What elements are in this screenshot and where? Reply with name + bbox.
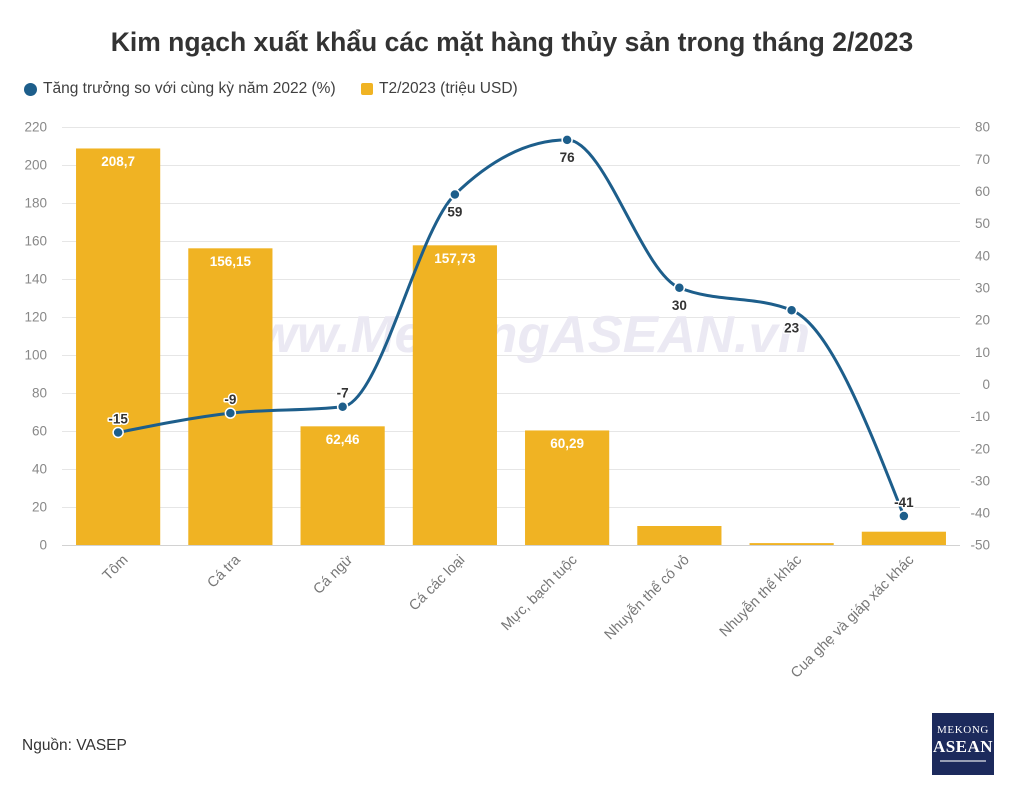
bar-data-label: 62,46 <box>326 432 360 447</box>
bar <box>749 543 834 545</box>
x-category-label: Nhuyễn thể khác <box>716 551 805 640</box>
bar-data-label: 156,15 <box>210 254 252 269</box>
bar-data-label: 60,29 <box>550 436 584 451</box>
legend-label-value: T2/2023 (triệu USD) <box>379 80 518 97</box>
legend-item-growth: Tăng trưởng so với cùng kỳ năm 2022 (%) <box>24 79 336 99</box>
y-left-tick-label: 80 <box>32 386 47 401</box>
line-data-label: 59 <box>447 205 462 220</box>
y-right-tick-label: 80 <box>975 120 990 135</box>
y-right-tick-label: 50 <box>975 216 990 231</box>
line-data-label: -41 <box>894 495 914 510</box>
y-left-tick-label: 160 <box>24 234 47 249</box>
y-axis-left: 0 20 40 60 80 100 120 140 160 180 200 220 <box>24 120 47 553</box>
bar <box>525 430 610 545</box>
x-category-label: Cá tra <box>205 551 245 591</box>
x-axis: Tôm Cá tra Cá ngừ Cá các loại Mực, bạch tuộc… <box>100 551 918 681</box>
line-point <box>112 426 124 439</box>
line-point <box>224 407 237 419</box>
y-left-tick-label: 220 <box>24 120 47 135</box>
bar <box>637 526 722 545</box>
line-data-labels: -15 -9 -7 59 76 30 23 -41 <box>107 148 916 511</box>
line-data-label: -9 <box>224 392 236 407</box>
y-left-tick-label: 180 <box>24 196 47 211</box>
line-point <box>898 510 910 522</box>
chart-title: Kim ngạch xuất khẩu các mặt hàng thủy sả… <box>110 27 914 57</box>
line-point <box>561 134 573 146</box>
line-series <box>112 134 910 522</box>
legend-square-marker <box>361 83 373 95</box>
legend-circle-marker <box>24 82 37 96</box>
bar <box>76 148 161 545</box>
bar <box>412 245 497 546</box>
y-left-tick-label: 120 <box>24 310 47 325</box>
y-right-tick-label: 10 <box>975 345 990 360</box>
line-point <box>673 282 686 294</box>
mekong-asean-logo: MEKONG ASEAN <box>932 713 994 775</box>
line-point <box>336 400 349 413</box>
y-left-tick-label: 40 <box>32 462 47 477</box>
bar-data-labels: 208,7 156,15 62,46 157,73 60,29 <box>101 154 584 451</box>
y-left-tick-label: 60 <box>32 424 47 439</box>
bar-data-label: 208,7 <box>101 154 135 169</box>
logo-tagline-rule <box>940 760 986 762</box>
y-right-tick-label: -30 <box>970 473 990 488</box>
y-right-tick-label: 20 <box>975 313 990 328</box>
x-category-label: Cá ngừ <box>310 552 356 598</box>
bar-series <box>76 148 946 546</box>
source-note: Nguồn: VASEP <box>22 737 127 754</box>
y-left-tick-label: 200 <box>24 158 47 173</box>
logo-text-mekong: MEKONG <box>937 724 989 736</box>
line-data-label: 76 <box>560 150 576 165</box>
y-right-tick-label: 30 <box>975 280 990 295</box>
line-point <box>449 188 461 201</box>
x-category-label: Nhuyễn thể có vỏ <box>601 551 693 643</box>
y-right-tick-label: 70 <box>975 152 990 167</box>
y-left-tick-label: 20 <box>32 500 47 515</box>
logo-text-asean: ASEAN <box>932 737 994 756</box>
bar <box>188 248 273 545</box>
y-left-tick-label: 0 <box>39 538 47 553</box>
y-axis-right: -50 -40 -30 -20 -10 0 10 20 30 40 50 60 70 80 <box>970 120 990 553</box>
y-right-tick-label: -10 <box>970 409 990 424</box>
bar <box>861 531 946 545</box>
x-category-label: Tôm <box>100 552 132 584</box>
bar-data-label: 157,73 <box>434 251 476 266</box>
bar <box>300 426 385 545</box>
line-data-label: -15 <box>108 411 128 426</box>
y-right-tick-label: -40 <box>970 506 990 521</box>
x-category-label: Cua ghẹ và giáp xác khác <box>788 552 917 681</box>
legend-item-value: T2/2023 (triệu USD) <box>361 79 518 99</box>
legend-label-growth: Tăng trưởng so với cùng kỳ năm 2022 (%) <box>43 80 336 97</box>
y-right-tick-label: 0 <box>982 377 990 392</box>
line-point <box>785 304 798 317</box>
y-right-tick-label: 40 <box>975 248 990 263</box>
watermark-text: www.MekongASEAN.vn <box>215 306 810 364</box>
line-data-label: -7 <box>337 386 349 401</box>
y-right-tick-label: -50 <box>970 538 990 553</box>
y-right-tick-label: -20 <box>970 441 990 456</box>
x-category-label: Mực, bạch tuộc <box>499 552 581 634</box>
line-data-label: 30 <box>672 298 687 313</box>
y-left-tick-label: 100 <box>24 348 47 363</box>
y-left-tick-label: 140 <box>24 272 47 287</box>
line-data-label: 23 <box>784 320 800 335</box>
x-category-label: Cá các loại <box>406 552 468 614</box>
y-right-tick-label: 60 <box>975 184 990 199</box>
